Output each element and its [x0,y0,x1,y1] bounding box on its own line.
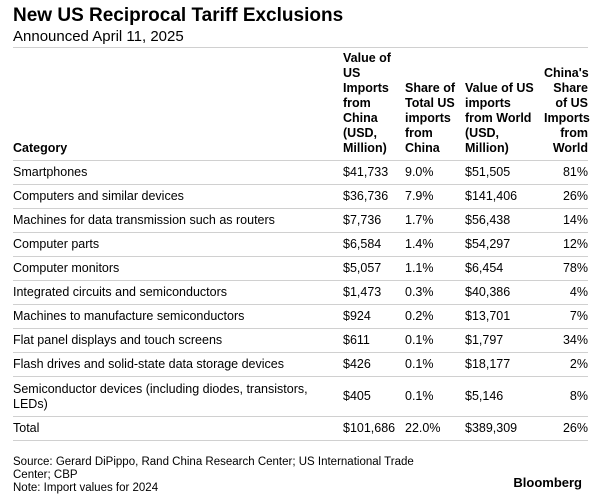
table-row: Integrated circuits and semiconductors $… [13,280,588,305]
row-category: Machines to manufacture semiconductors [13,304,339,329]
table-row: Machines to manufacture semiconductors $… [13,304,588,329]
row-value-world: $18,177 [461,352,542,377]
table-row: Semiconductor devices (including diodes,… [13,376,588,417]
row-china-share: 7% [542,304,588,329]
row-value-world: $51,505 [461,160,542,185]
row-category: Computer monitors [13,256,339,281]
header-value-world: Value of US imports from World (USD, Mil… [461,47,542,161]
table-body: Smartphones $41,733 9.0% $51,505 81% Com… [13,160,588,441]
row-share-total: 1.4% [401,232,461,257]
table-row: Flash drives and solid-state data storag… [13,352,588,377]
header-share-total: Share of Total US imports from China [401,47,461,161]
header-value-china: Value of US Imports from China (USD, Mil… [339,47,401,161]
row-china-share: 2% [542,352,588,377]
row-share-total: 0.1% [401,328,461,353]
row-china-share: 4% [542,280,588,305]
source-note: Source: Gerard DiPippo, Rand China Resea… [13,456,414,481]
tariff-exclusions-table: Category Value of US Imports from China … [13,47,590,441]
table-row: Computer monitors $5,057 1.1% $6,454 78% [13,256,588,281]
row-value-world: $54,297 [461,232,542,257]
table-total-row: Total $101,686 22.0% $389,309 26% [13,416,588,441]
row-share-total: 0.1% [401,376,461,417]
row-category: Semiconductor devices (including diodes,… [13,376,339,417]
row-value-china: $405 [339,376,401,417]
row-china-share: 8% [542,376,588,417]
chart-title: New US Reciprocal Tariff Exclusions [13,5,344,26]
row-share-total: 7.9% [401,184,461,209]
row-value-china: $1,473 [339,280,401,305]
row-category: Integrated circuits and semiconductors [13,280,339,305]
row-china-share: 14% [542,208,588,233]
row-china-share: 12% [542,232,588,257]
row-category: Machines for data transmission such as r… [13,208,339,233]
table-row: Flat panel displays and touch screens $6… [13,328,588,353]
row-china-share: 81% [542,160,588,185]
row-value-china: $924 [339,304,401,329]
import-note: Note: Import values for 2024 [13,482,159,494]
row-value-china: $36,736 [339,184,401,209]
row-value-world: $1,797 [461,328,542,353]
row-value-world: $13,701 [461,304,542,329]
row-value-world: $141,406 [461,184,542,209]
header-category: Category [13,47,339,161]
row-value-world: $6,454 [461,256,542,281]
row-share-total: 1.1% [401,256,461,281]
row-china-share: 26% [542,184,588,209]
row-share-total: 9.0% [401,160,461,185]
row-china-share: 34% [542,328,588,353]
chart-footer: Source: Gerard DiPippo, Rand China Resea… [13,456,453,495]
total-value-china: $101,686 [339,416,401,441]
table-row: Machines for data transmission such as r… [13,208,588,233]
table-row: Computer parts $6,584 1.4% $54,297 12% [13,232,588,257]
row-china-share: 78% [542,256,588,281]
row-value-china: $41,733 [339,160,401,185]
row-value-china: $426 [339,352,401,377]
total-value-world: $389,309 [461,416,542,441]
row-share-total: 0.3% [401,280,461,305]
table-header-row: Category Value of US Imports from China … [13,47,590,161]
row-value-world: $5,146 [461,376,542,417]
row-category: Computers and similar devices [13,184,339,209]
total-label: Total [13,416,339,441]
bloomberg-logo: Bloomberg [513,475,582,490]
row-category: Flash drives and solid-state data storag… [13,352,339,377]
row-share-total: 0.1% [401,352,461,377]
chart-subtitle: Announced April 11, 2025 [13,28,184,45]
table-row: Computers and similar devices $36,736 7.… [13,184,588,209]
row-value-china: $6,584 [339,232,401,257]
header-china-share: China's Share of US Imports from World [542,47,590,161]
row-value-china: $5,057 [339,256,401,281]
row-value-world: $56,438 [461,208,542,233]
total-china-share: 26% [542,416,588,441]
row-share-total: 1.7% [401,208,461,233]
table-row: Smartphones $41,733 9.0% $51,505 81% [13,160,588,185]
row-share-total: 0.2% [401,304,461,329]
row-value-world: $40,386 [461,280,542,305]
row-value-china: $611 [339,328,401,353]
row-category: Computer parts [13,232,339,257]
row-category: Flat panel displays and touch screens [13,328,339,353]
row-category: Smartphones [13,160,339,185]
row-value-china: $7,736 [339,208,401,233]
total-share-total: 22.0% [401,416,461,441]
